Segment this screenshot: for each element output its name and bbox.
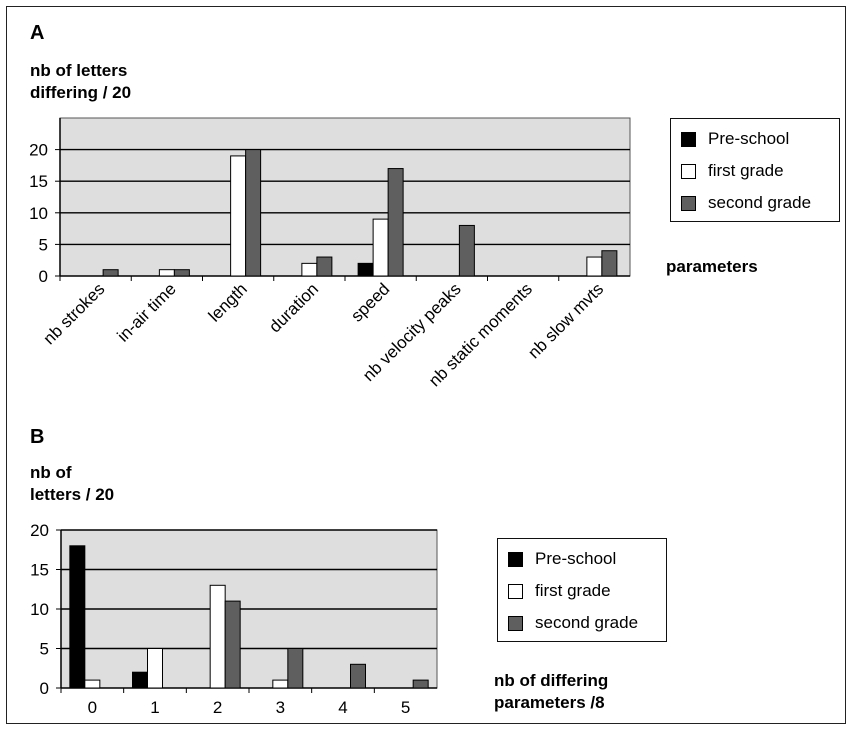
panel-b-bar [147,648,163,689]
panel-b-ylabel-line1: nb of [30,463,72,482]
panel-a-plot-area [59,117,631,277]
panel-a-bar [316,256,333,277]
panel-b-xtick-label: 5 [401,698,410,717]
panel-a-xtick-label: speed [347,279,393,325]
panel-a-xtick-label: nb slow mvts [524,279,607,362]
panel-b-xtick-label: 0 [88,698,97,717]
panel-a-ytick-label: 0 [39,267,48,286]
panel-b-xtick-label: 3 [276,698,285,717]
panel-a-ylabel: nb of letters differing / 20 [30,60,131,104]
panel-a-bar [458,224,475,277]
legend-label-preschool: Pre-school [535,549,617,568]
panel-b-letter: B [30,426,45,448]
panel-b-bar [84,679,101,689]
panel-a-ylabel-line1: nb of letters [30,61,128,80]
panel-a-ytick-label: 5 [39,235,48,254]
panel-a-ylabel-line2: differing / 20 [30,83,132,102]
panel-a-xtick-label: duration [265,279,322,336]
panel-a-bar [372,218,389,277]
legend-label-second-grade: second grade [708,193,812,212]
legend-item-first-grade: first grade [508,581,611,601]
panel-b-legend: Pre-school first grade second grade [497,538,667,642]
panel-a-xtick-label: nb strokes [40,279,109,348]
panel-a-bar [173,269,190,277]
panel-a-bar [245,149,262,277]
panel-b-bar [224,600,241,689]
legend-item-preschool: Pre-school [508,549,616,569]
legend-label-first-grade: first grade [708,161,784,180]
panel-b-ytick-label: 10 [30,600,49,619]
legend-swatch-first-grade [508,583,523,599]
panel-b-xlabel: nb of differing parameters /8 [494,670,608,714]
panel-b-bar [69,545,86,689]
panel-a-bar [586,256,603,277]
figure-frame [6,6,846,724]
panel-b-xtick-label: 2 [213,698,222,717]
panel-b-bar [209,584,226,689]
panel-a-letter: A [30,22,45,44]
panel-b-xlabel-line2: parameters /8 [494,693,605,712]
legend-label-first-grade: first grade [535,581,611,600]
legend-item-preschool: Pre-school [681,129,789,149]
panel-b-bar [350,663,366,689]
panel-b-bar [132,671,148,689]
panel-a-bar [357,262,374,277]
legend-swatch-second-grade [508,615,523,631]
panel-b-ytick-label: 15 [30,561,49,580]
panel-b-bar [272,679,289,689]
panel-b-chart: 0 5 10 15 20 0 1 2 3 4 5 [30,521,438,717]
legend-item-second-grade: second grade [681,193,811,213]
panel-a-ytick-label: 10 [29,204,48,223]
panel-b-ytick-label: 5 [40,640,49,659]
legend-swatch-preschool [508,551,523,567]
legend-item-first-grade: first grade [681,161,784,181]
panel-a-ytick-label: 20 [29,141,48,160]
legend-label-preschool: Pre-school [708,129,790,148]
panel-a-bar [301,262,318,277]
panel-b-xtick-label: 4 [338,698,347,717]
legend-swatch-preschool [681,131,696,147]
legend-label-second-grade: second grade [535,613,639,632]
panel-a-bar [601,250,618,277]
panel-b-ytick-label: 0 [40,679,49,698]
panel-a-xtick-label: length [205,279,251,325]
panel-a-chart: 0 5 10 15 20 nb strokes in-air time length durat… [29,117,631,390]
panel-a-bar [387,168,404,277]
panel-a-xlabel: parameters [666,257,758,276]
legend-swatch-second-grade [681,195,696,211]
panel-b-xtick-label: 1 [150,698,159,717]
panel-b-bar [287,648,304,689]
panel-a-bar [230,155,247,277]
legend-item-second-grade: second grade [508,613,638,633]
panel-a-xtick-label: in-air time [114,279,180,345]
legend-swatch-first-grade [681,163,696,179]
panel-b-ylabel-line2: letters / 20 [30,485,115,504]
panel-b-ylabel: nb of letters / 20 [30,462,114,506]
panel-b-bar [412,679,429,689]
panel-b-ytick-label: 20 [30,521,49,540]
panel-b-xlabel-line1: nb of differing [494,671,609,690]
panel-a-legend: Pre-school first grade second grade [670,118,840,222]
panel-a-bar [102,269,119,277]
panel-a-ytick-label: 15 [29,172,48,191]
panel-a-bar [158,269,175,277]
